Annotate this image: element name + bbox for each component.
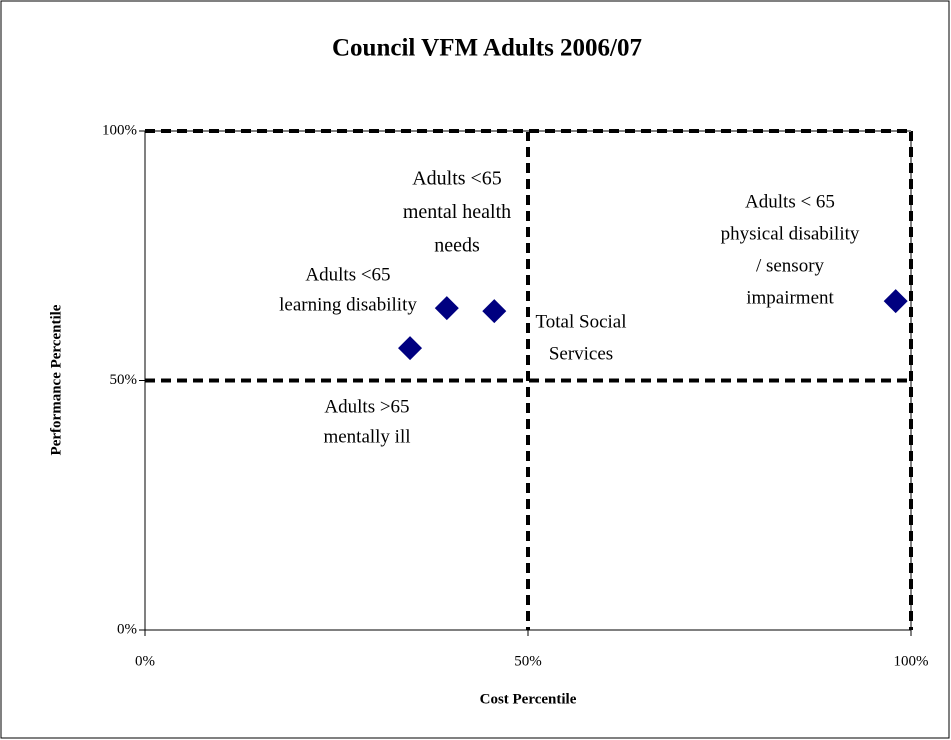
annotation: learning disability bbox=[279, 294, 417, 315]
annotation: physical disability bbox=[721, 223, 860, 244]
y-tick-label: 0% bbox=[117, 621, 137, 637]
y-tick-label: 100% bbox=[102, 122, 137, 138]
point bbox=[883, 289, 908, 314]
chart-title: Council VFM Adults 2006/07 bbox=[332, 35, 642, 62]
annotation: Services bbox=[549, 343, 613, 364]
y-axis-label: Performance Percentile bbox=[48, 304, 64, 455]
annotation: mental health bbox=[403, 201, 511, 223]
annotation: Adults >65 bbox=[324, 396, 409, 417]
x-tick-label: 50% bbox=[514, 653, 542, 669]
annotation: needs bbox=[434, 235, 480, 257]
point bbox=[398, 336, 423, 361]
annotation: / sensory bbox=[756, 255, 825, 276]
x-tick-label: 100% bbox=[894, 653, 929, 669]
annotation: Total Social bbox=[535, 311, 626, 332]
point bbox=[482, 299, 507, 324]
annotation: Adults <65 bbox=[412, 168, 502, 190]
y-tick-label: 50% bbox=[110, 372, 138, 388]
x-tick-label: 0% bbox=[135, 653, 155, 669]
annotation: Adults < 65 bbox=[745, 191, 835, 212]
point bbox=[434, 296, 459, 321]
annotation: impairment bbox=[746, 287, 834, 308]
x-axis-label: Cost Percentile bbox=[480, 691, 577, 707]
annotation: Adults <65 bbox=[305, 264, 390, 285]
annotation: mentally ill bbox=[323, 426, 410, 447]
